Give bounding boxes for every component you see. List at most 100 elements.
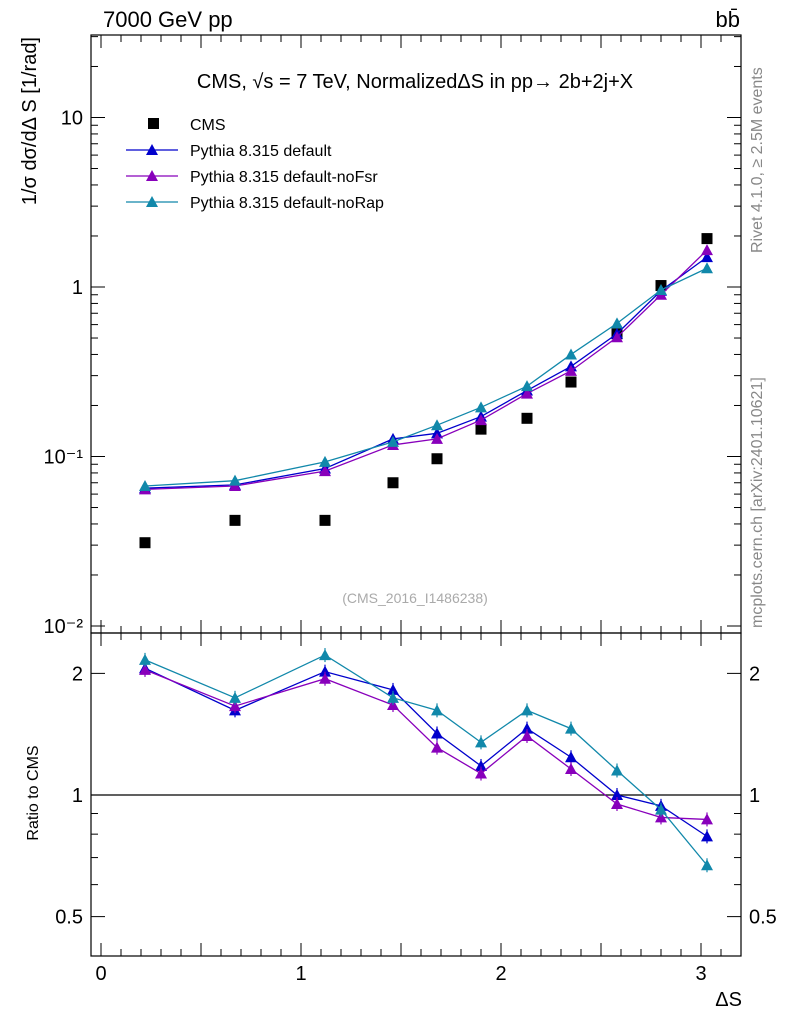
ratio-series-marker-1 xyxy=(701,813,713,825)
main-series-marker-3 xyxy=(139,479,151,491)
rivet-version-label: Rivet 4.1.0, ≥ 2.5M events xyxy=(749,67,766,253)
ratio-series-marker-0 xyxy=(611,789,623,800)
legend-label-cms: CMS xyxy=(190,117,226,134)
main-series-line-3 xyxy=(144,267,708,487)
ratio-series-marker-2 xyxy=(319,649,331,661)
ratio-series-marker-2 xyxy=(565,722,577,734)
main-series-line-1 xyxy=(144,256,708,489)
cms-data-point xyxy=(475,423,487,435)
cms-data-point xyxy=(565,376,577,388)
mcplots-url-label: mcplots.cern.ch [arXiv:2401.10621] xyxy=(749,377,766,628)
x-tick-label: 1 xyxy=(295,963,306,985)
ratio-series-marker-2 xyxy=(387,691,399,703)
ratio-y-tick-label-left: 2 xyxy=(72,663,83,685)
ratio-series-marker-1 xyxy=(521,729,533,741)
ratio-series-marker-0 xyxy=(565,751,577,763)
ratio-series-line-2 xyxy=(144,654,708,866)
process-label: bb̄ xyxy=(716,7,740,32)
ratio-y-tick-label-right: 2 xyxy=(749,663,760,685)
ratio-series-marker-1 xyxy=(139,663,151,675)
main-series-layer xyxy=(139,233,713,549)
legend-label-nofsr: Pythia 8.315 default-noFsr xyxy=(190,169,378,186)
main-series-marker-3 xyxy=(387,435,399,447)
main-series-line-2 xyxy=(144,249,708,491)
legend-marker-cms xyxy=(148,118,159,129)
analysis-id: (CMS_2016_I1486238) xyxy=(342,590,488,606)
main-series-marker-3 xyxy=(521,380,533,392)
ratio-series-marker-2 xyxy=(431,704,443,716)
main-series-marker-3 xyxy=(701,262,713,274)
main-series-marker-2 xyxy=(475,414,487,426)
ratio-series-line-0 xyxy=(144,667,708,837)
legend-label-norap: Pythia 8.315 default-noRap xyxy=(190,195,384,212)
ratio-y-tick-label-left: 1 xyxy=(72,785,83,807)
x-tick-label: 0 xyxy=(95,963,106,985)
cms-data-point xyxy=(521,412,533,424)
ratio-series-marker-2 xyxy=(139,653,151,665)
ratio-series-marker-0 xyxy=(521,722,533,734)
ratio-series-layer xyxy=(139,648,713,873)
legend-marker-default xyxy=(146,144,158,155)
ratio-series-marker-1 xyxy=(319,672,331,684)
x-tick-label: 2 xyxy=(495,963,506,985)
x-tick-label: 3 xyxy=(695,963,706,985)
main-series-marker-3 xyxy=(319,455,331,467)
main-series-marker-3 xyxy=(431,419,443,431)
energy-label: 7000 GeV pp xyxy=(103,7,233,32)
legend-label-default: Pythia 8.315 default xyxy=(190,143,332,160)
main-series-marker-2 xyxy=(701,244,713,256)
main-series-marker-3 xyxy=(565,348,577,360)
ratio-series-marker-2 xyxy=(611,764,623,776)
ratio-series-marker-1 xyxy=(611,797,623,809)
main-series-marker-2 xyxy=(431,432,443,444)
ratio-series-marker-1 xyxy=(229,700,241,712)
ratio-series-marker-0 xyxy=(319,665,331,677)
main-y-axis-label: 1/σ dσ/dΔ S [1/rad] xyxy=(19,37,41,205)
ratio-y-tick-label-right: 1 xyxy=(749,785,760,807)
ratio-series-marker-2 xyxy=(655,803,667,815)
main-series-marker-2 xyxy=(521,387,533,399)
x-axis-label: ΔS xyxy=(715,989,742,1011)
main-plot-frame xyxy=(90,34,742,634)
main-series-marker-3 xyxy=(229,474,241,486)
ratio-series-marker-1 xyxy=(475,767,487,779)
main-series-marker-2 xyxy=(611,331,623,343)
ratio-y-tick-label-left: 0.5 xyxy=(55,907,83,929)
ratio-series-marker-0 xyxy=(475,759,487,771)
cms-data-point xyxy=(431,453,443,465)
main-series-marker-1 xyxy=(701,251,713,263)
ratio-series-marker-2 xyxy=(475,736,487,748)
cms-data-point xyxy=(319,514,331,526)
ratio-series-marker-0 xyxy=(701,830,713,842)
legend: CMS Pythia 8.315 default Pythia 8.315 de… xyxy=(126,117,384,212)
ratio-y-tick-label-right: 0.5 xyxy=(749,907,777,929)
ratio-series-marker-2 xyxy=(229,691,241,703)
main-y-tick-label: 10⁻² xyxy=(44,616,84,638)
main-series-marker-1 xyxy=(431,427,443,439)
main-series-marker-3 xyxy=(655,284,667,296)
plot-title: CMS, √s = 7 TeV, NormalizedΔS in pp→ 2b+… xyxy=(197,71,633,93)
ratio-y-axis-label: Ratio to CMS xyxy=(25,745,42,840)
ratio-series-marker-1 xyxy=(565,762,577,774)
main-y-tick-label: 1 xyxy=(72,277,83,299)
cms-data-point xyxy=(139,537,151,549)
ratio-series-marker-2 xyxy=(521,704,533,716)
cms-data-point xyxy=(701,233,713,245)
ratio-series-marker-0 xyxy=(431,727,443,739)
ratio-series-marker-0 xyxy=(387,683,399,695)
cms-data-point xyxy=(387,477,399,489)
ratio-series-marker-1 xyxy=(431,741,443,753)
main-series-marker-3 xyxy=(475,401,487,413)
main-y-tick-label: 10 xyxy=(61,108,83,130)
ratio-series-marker-1 xyxy=(655,811,667,823)
main-series-marker-3 xyxy=(611,317,623,329)
ratio-axis-ticks: 0.5 0.5 1 1 2 2 0 1 2 3 xyxy=(55,633,777,985)
cms-data-point xyxy=(229,514,241,526)
main-series-marker-2 xyxy=(565,364,577,376)
ratio-series-marker-2 xyxy=(701,859,713,871)
main-axis-ticks: 10⁻² 10⁻¹ 1 10 xyxy=(44,35,742,638)
legend-marker-nofsr xyxy=(146,170,158,181)
main-y-tick-label: 10⁻¹ xyxy=(44,447,84,469)
legend-marker-norap xyxy=(146,196,158,207)
